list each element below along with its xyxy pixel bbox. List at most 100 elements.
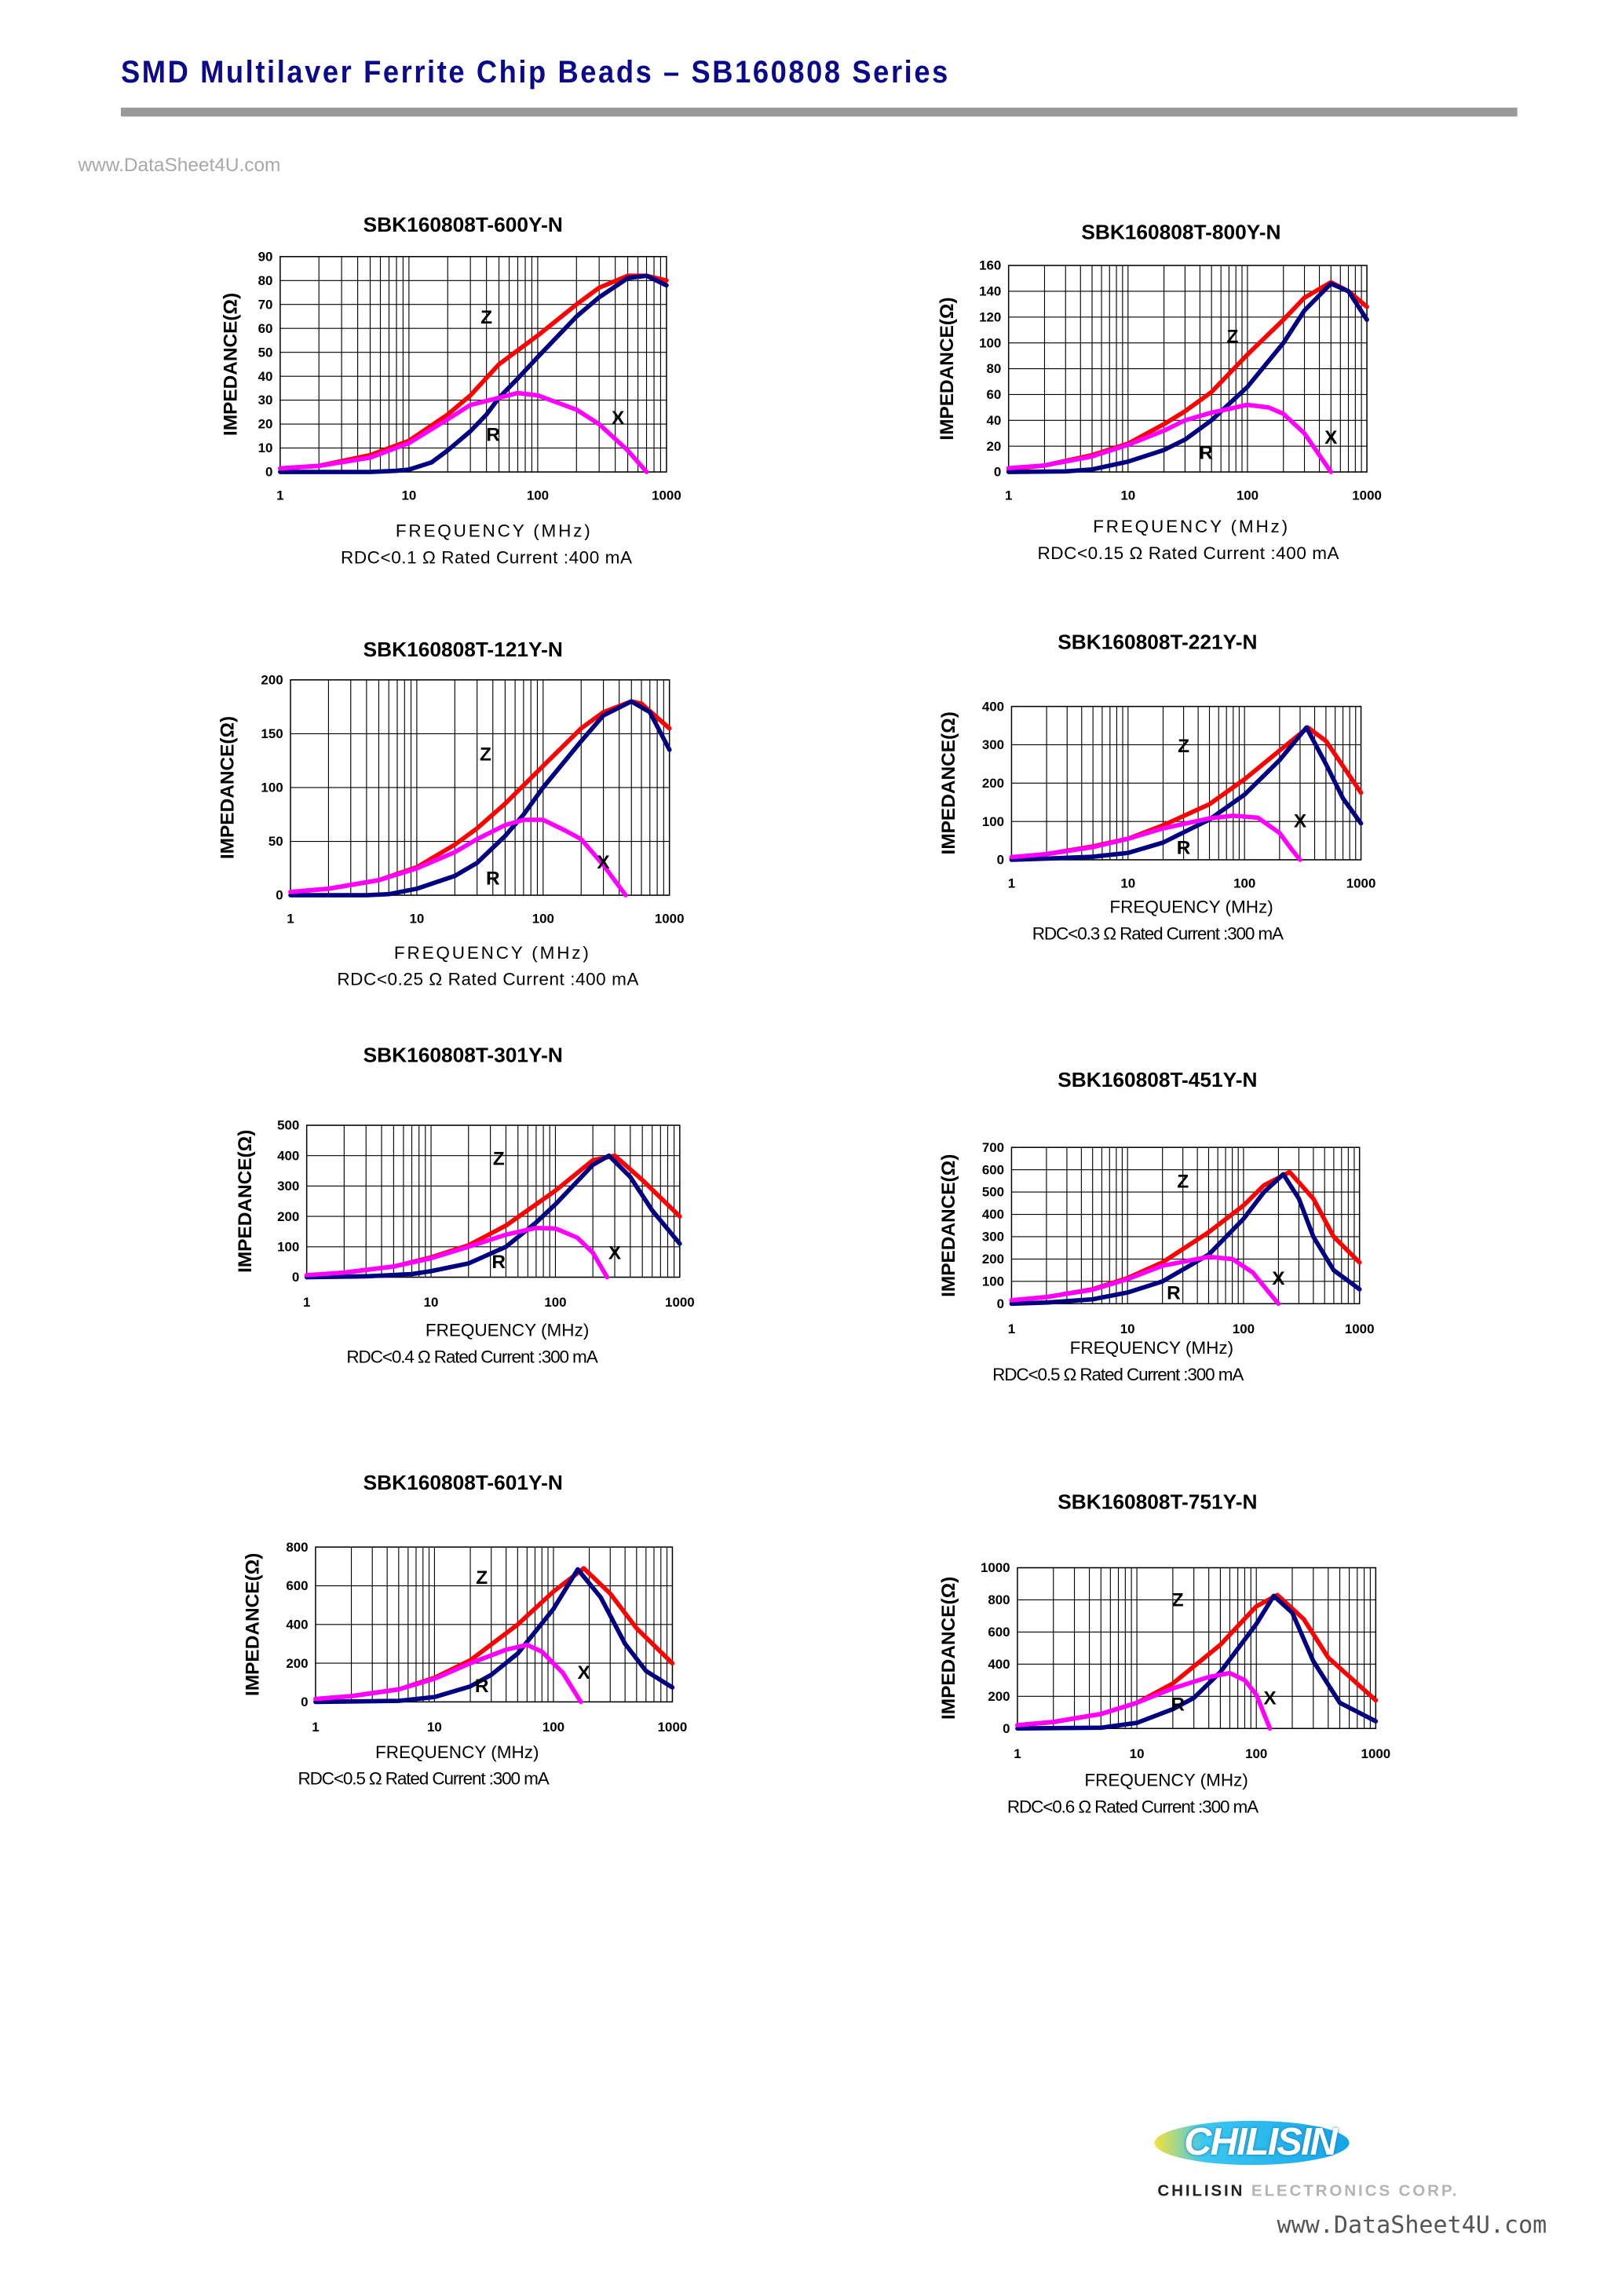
series-line-Z <box>1015 1592 1379 1727</box>
rdc-rated-current-note: RDC<0.5 Ω Rated Current :300 mA <box>992 1365 1244 1384</box>
curve-label-R: R <box>1167 1283 1181 1304</box>
series-line-X <box>1009 1254 1281 1307</box>
y-tick-label: 80 <box>986 361 1001 376</box>
y-tick-label: 0 <box>997 1296 1004 1311</box>
y-tick-label: 60 <box>258 321 273 336</box>
watermark-bottom: www.DataSheet4U.com <box>1277 2210 1547 2239</box>
curve-label-X: X <box>577 1662 590 1684</box>
series-line-Z <box>288 699 672 894</box>
plot-frame <box>315 1546 674 1703</box>
plot-frame <box>290 679 670 896</box>
y-tick-label: 20 <box>986 439 1001 454</box>
chart-title: SBK160808T-121Y-N <box>363 638 563 661</box>
plot-frame <box>1007 265 1368 473</box>
y-axis-label: IMPEDANCE(Ω) <box>938 711 959 854</box>
x-tick-label: 100 <box>527 488 549 503</box>
y-tick-label: 400 <box>286 1617 308 1632</box>
grid <box>1008 265 1368 473</box>
y-tick-label: 40 <box>258 369 273 384</box>
x-tick-label: 100 <box>1237 488 1259 503</box>
y-tick-label: 600 <box>988 1625 1010 1640</box>
x-tick-label: 1 <box>1008 1322 1015 1336</box>
x-tick-label: 100 <box>544 1295 566 1310</box>
y-tick-label: 40 <box>986 413 1001 428</box>
x-tick-label: 10 <box>401 488 416 503</box>
chart-title: SBK160808T-751Y-N <box>1058 1490 1257 1513</box>
y-tick-label: 100 <box>261 781 283 795</box>
curve-label-Z: Z <box>1178 736 1189 757</box>
series-line-X <box>304 1225 610 1280</box>
y-tick-label: 200 <box>286 1656 308 1671</box>
y-tick-label: 0 <box>1003 1721 1010 1736</box>
curve-label-Z: Z <box>480 744 491 766</box>
y-tick-label: 60 <box>986 387 1001 402</box>
chilisin-logo: CHILISIN <box>1154 2115 1354 2174</box>
company-name-main: CHILISIN <box>1157 2182 1245 2201</box>
x-tick-label: 1 <box>1008 876 1015 891</box>
series-line-R <box>288 699 672 898</box>
x-tick-label: 1000 <box>1346 876 1376 891</box>
x-tick-label: 100 <box>1233 876 1255 891</box>
y-tick-label: 300 <box>277 1179 299 1194</box>
y-tick-label: 200 <box>277 1209 299 1224</box>
curve-label-R: R <box>491 1252 506 1273</box>
x-tick-label: 1 <box>312 1720 319 1735</box>
series-line-R <box>1009 725 1364 862</box>
curve-label-X: X <box>1294 810 1307 832</box>
x-tick-label: 1 <box>1014 1746 1021 1761</box>
curve-label-R: R <box>1199 443 1213 464</box>
y-tick-label: 50 <box>269 834 283 849</box>
company-name-suffix: ELECTRONICS CORP. <box>1251 2182 1459 2201</box>
x-axis-label: FREQUENCY (MHz) <box>396 521 593 541</box>
x-tick-label: 100 <box>532 912 554 927</box>
series-line-R <box>1009 1172 1362 1307</box>
series-line-X <box>288 817 628 898</box>
x-tick-label: 1 <box>1005 488 1012 503</box>
chart-title: SBK160808T-221Y-N <box>1058 630 1257 653</box>
x-tick-label: 10 <box>1120 1322 1135 1336</box>
x-tick-label: 10 <box>427 1720 442 1735</box>
x-tick-label: 1000 <box>658 1720 688 1735</box>
x-axis-label: FREQUENCY (MHz) <box>1109 898 1273 917</box>
rdc-rated-current-note: RDC<0.25 Ω Rated Current :400 mA <box>337 970 639 989</box>
curve-label-Z: Z <box>480 307 492 328</box>
curve-label-R: R <box>1177 838 1191 859</box>
y-tick-label: 800 <box>286 1540 308 1555</box>
x-tick-label: 1000 <box>655 912 685 927</box>
series-line-X <box>1009 813 1302 862</box>
y-tick-label: 150 <box>261 726 283 741</box>
x-tick-label: 1000 <box>652 488 681 503</box>
x-tick-label: 1000 <box>1361 1746 1391 1761</box>
y-axis-label: IMPEDANCE(Ω) <box>217 716 239 859</box>
rdc-rated-current-note: RDC<0.3 Ω Rated Current :300 mA <box>1032 923 1284 943</box>
y-tick-label: 400 <box>988 1657 1010 1672</box>
plot-frame <box>1010 1146 1361 1305</box>
y-axis-label: IMPEDANCE(Ω) <box>235 1130 256 1273</box>
y-tick-label: 500 <box>982 1185 1004 1200</box>
y-tick-label: 400 <box>277 1148 299 1163</box>
y-tick-label: 600 <box>286 1578 308 1593</box>
curve-label-X: X <box>608 1242 622 1263</box>
y-tick-label: 0 <box>994 465 1001 480</box>
y-tick-label: 120 <box>979 309 1001 324</box>
series-line-Z <box>1006 280 1369 472</box>
y-tick-label: 30 <box>258 393 273 408</box>
series-line-R <box>278 273 669 474</box>
grid <box>315 1546 673 1702</box>
curve-label-X: X <box>597 852 610 873</box>
y-tick-label: 0 <box>301 1695 308 1709</box>
y-axis-label: IMPEDANCE(Ω) <box>243 1553 264 1696</box>
x-tick-label: 10 <box>1120 488 1135 503</box>
y-tick-label: 200 <box>988 1689 1010 1704</box>
page-title: SMD Multilaver Ferrite Chip Beads – SB16… <box>121 56 950 90</box>
chart-SBK160808T-221Y-N: SBK160808T-221Y-N 0 100 200 300 400 1 10 100 1000… <box>938 630 1375 943</box>
chart-SBK160808T-121Y-N: SBK160808T-121Y-N 0 50 100 150 200 1 10 100 1000 I… <box>217 638 685 989</box>
chart-title: SBK160808T-301Y-N <box>363 1043 563 1066</box>
y-tick-label: 80 <box>258 273 273 288</box>
y-axis-label: IMPEDANCE(Ω) <box>220 293 241 436</box>
x-tick-label: 1 <box>276 488 283 503</box>
curve-label-R: R <box>475 1676 489 1697</box>
y-tick-label: 0 <box>292 1270 299 1285</box>
y-axis-label: IMPEDANCE(Ω) <box>937 297 958 440</box>
